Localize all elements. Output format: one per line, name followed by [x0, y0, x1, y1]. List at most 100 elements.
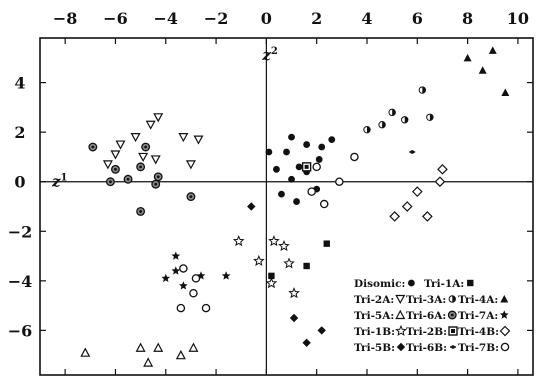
- data-point: [80, 347, 91, 357]
- legend-marker: [500, 342, 510, 352]
- data-point: [426, 113, 434, 121]
- zero-axes: [40, 38, 533, 375]
- y-tick-label: 0: [14, 173, 25, 192]
- data-point: [302, 338, 311, 347]
- data-point: [315, 156, 323, 163]
- data-point: [123, 174, 133, 184]
- y-tick-label: −4: [8, 272, 33, 291]
- legend-label: Tri-7A:: [458, 310, 498, 322]
- x-tick-label: −2: [204, 9, 229, 28]
- series-disomic: [265, 133, 336, 205]
- data-point: [136, 207, 146, 216]
- data-point: [175, 349, 186, 360]
- x-tick-label: 10: [507, 9, 529, 28]
- data-point: [463, 53, 472, 62]
- y-axis-label-sup: 2: [271, 46, 278, 57]
- legend-marker: [467, 279, 474, 287]
- data-point: [153, 172, 163, 182]
- series-tri-2b: [301, 162, 312, 172]
- x-axis-label: z1: [51, 173, 68, 191]
- x-tick-label: 8: [462, 9, 473, 28]
- data-point: [179, 281, 188, 290]
- data-point: [303, 141, 311, 148]
- legend-marker: [448, 326, 458, 336]
- data-point: [178, 133, 189, 143]
- data-point: [135, 342, 146, 352]
- series-tri-4a: [463, 46, 510, 97]
- legend-marker: [396, 342, 406, 352]
- series-tri-5b: [247, 202, 326, 347]
- data-point: [273, 165, 280, 173]
- data-point: [288, 287, 300, 299]
- data-point: [335, 177, 344, 186]
- plot-frame: [39, 37, 534, 376]
- legend-label: Tri-1A:: [424, 278, 464, 290]
- legend-marker: [395, 309, 406, 320]
- x-tick-label: −6: [103, 9, 128, 28]
- data-point: [328, 136, 336, 143]
- data-point: [247, 202, 256, 211]
- x-tick-label: 6: [412, 9, 423, 28]
- data-point: [143, 357, 154, 367]
- data-point: [422, 211, 433, 222]
- series-tri-3a: [363, 86, 434, 134]
- data-point: [88, 142, 98, 152]
- legend-marker: [447, 310, 457, 320]
- series-tri-1a: [268, 240, 330, 280]
- data-point: [232, 235, 245, 247]
- y-tick-label: 2: [14, 123, 25, 142]
- data-point: [201, 303, 211, 313]
- data-point: [301, 162, 312, 172]
- data-point: [401, 116, 409, 124]
- data-point: [115, 140, 126, 150]
- data-point: [401, 201, 413, 212]
- legend-label: Tri-5A:: [354, 310, 394, 322]
- data-point: [161, 273, 171, 283]
- legend-marker: [499, 325, 511, 337]
- data-point: [312, 162, 321, 172]
- data-point: [318, 143, 326, 151]
- data-point: [185, 160, 196, 170]
- data-point: [409, 150, 416, 154]
- data-point: [138, 152, 149, 162]
- data-point: [278, 240, 290, 252]
- legend-label: Tri-2B:: [406, 326, 447, 338]
- legend-label: Tri-6A:: [406, 310, 446, 322]
- data-point: [111, 164, 120, 174]
- tick-marks: [40, 38, 533, 375]
- data-point: [189, 288, 198, 298]
- y-axis-label-base: z: [261, 46, 271, 64]
- plot-border: [39, 37, 534, 376]
- series-tri-7b: [176, 152, 359, 313]
- data-point: [488, 46, 497, 54]
- x-tick-label: 2: [311, 9, 322, 28]
- data-point: [307, 187, 316, 196]
- series-tri-6a: [88, 142, 196, 216]
- data-point: [350, 152, 359, 162]
- x-tick-label: −4: [153, 9, 178, 28]
- data-point: [179, 264, 188, 273]
- data-point: [193, 135, 204, 145]
- data-point: [434, 176, 446, 188]
- data-point: [319, 199, 329, 209]
- data-point: [265, 148, 273, 156]
- data-point: [289, 313, 299, 323]
- data-point: [283, 257, 295, 269]
- data-point: [363, 125, 371, 134]
- data-point: [501, 88, 510, 97]
- data-point: [188, 342, 199, 352]
- data-point: [130, 133, 141, 143]
- data-point: [418, 86, 427, 94]
- data-points: [80, 46, 510, 367]
- data-point: [317, 326, 326, 335]
- data-point: [105, 177, 115, 187]
- data-point: [265, 277, 278, 289]
- data-point: [186, 192, 196, 202]
- data-point: [268, 272, 275, 280]
- y-tick-label: 4: [14, 74, 25, 93]
- data-point: [176, 303, 186, 313]
- data-point: [153, 113, 164, 123]
- legend-marker: [395, 294, 406, 305]
- legend-label: Tri-6B:: [406, 342, 447, 354]
